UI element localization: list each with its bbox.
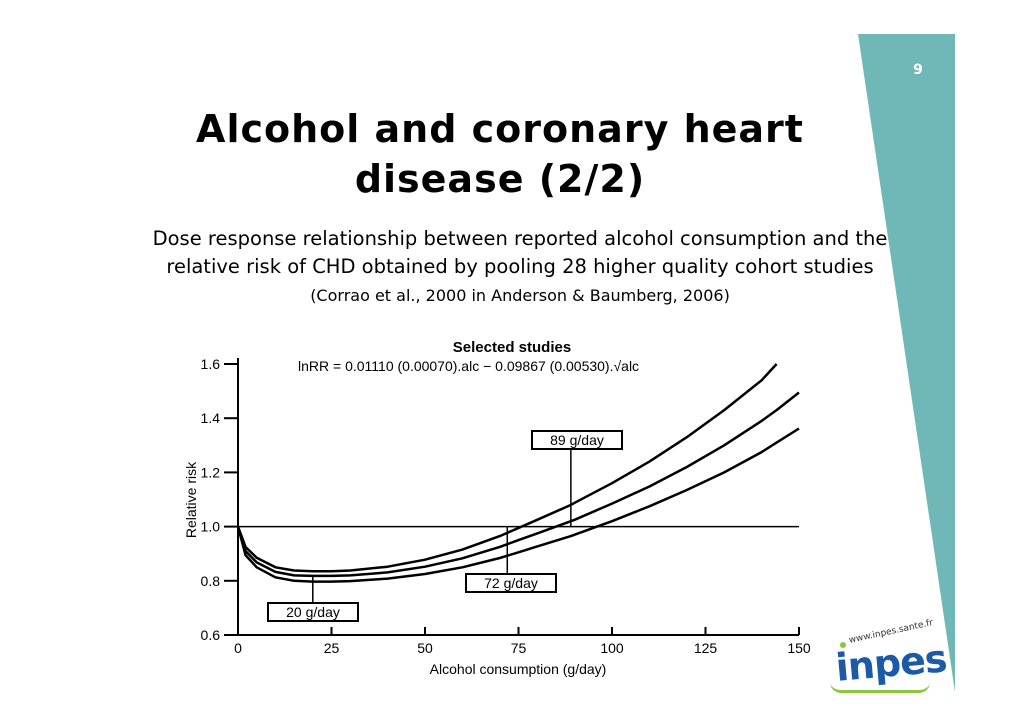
annotation-label: 20 g/day (286, 604, 340, 620)
y-axis-label: Relative risk (183, 461, 199, 538)
y-tick-label: 0.6 (201, 627, 221, 643)
slide-title-line-2: disease (2/2) (354, 157, 646, 201)
series-line-3 (236, 427, 800, 583)
annotation-box (531, 430, 623, 450)
series-line-2 (236, 391, 800, 578)
chart-title: Selected studies (453, 339, 571, 356)
x-axis-label: Alcohol consumption (g/day) (430, 661, 607, 677)
inpes-logo: www.inpes.sante.fr inpes (820, 618, 950, 700)
annotation-box (465, 573, 557, 593)
subtitle-text: Dose response relationship between repor… (152, 227, 888, 278)
y-tick-label: 1.0 (201, 519, 221, 535)
x-tick-label: 50 (417, 640, 433, 656)
y-tick-label: 0.8 (201, 573, 221, 589)
slide-title-line-1: Alcohol and coronary heart (196, 107, 804, 151)
x-tick-label: 150 (787, 640, 811, 656)
y-tick-label: 1.2 (201, 464, 221, 480)
annotation-label: 89 g/day (550, 432, 604, 448)
page-number: 9 (913, 62, 923, 78)
x-tick-label: 25 (324, 640, 340, 656)
annotation-layer: 20 g/day 72 g/day 89 g/day (267, 430, 623, 622)
teal-accent-band (858, 34, 955, 692)
x-tick-label: 125 (694, 640, 718, 656)
chart-equation: lnRR = 0.01110 (0.00070).alc − 0.09867 (… (298, 358, 639, 374)
series-line-1 (236, 363, 778, 573)
annotation-box (267, 602, 359, 622)
annotation-label: 72 g/day (484, 575, 538, 591)
slide-title: Alcohol and coronary heart disease (2/2) (150, 104, 850, 204)
tick-layer: 0.6 0.8 1.0 1.2 1.4 1.6 0 25 50 75 100 125 150 (201, 356, 811, 656)
logo-swoosh (830, 682, 930, 693)
x-tick-label: 75 (511, 640, 527, 656)
series-layer (236, 363, 800, 583)
slide-subtitle: Dose response relationship between repor… (145, 225, 895, 310)
logo-dot (840, 642, 846, 648)
y-tick-label: 1.6 (201, 356, 221, 372)
plot-axes (237, 358, 799, 636)
x-tick-label: 0 (234, 640, 242, 656)
subtitle-citation: (Corrao et al., 2000 in Anderson & Baumb… (310, 286, 730, 305)
x-tick-label: 100 (600, 640, 624, 656)
y-tick-label: 1.4 (201, 410, 221, 426)
